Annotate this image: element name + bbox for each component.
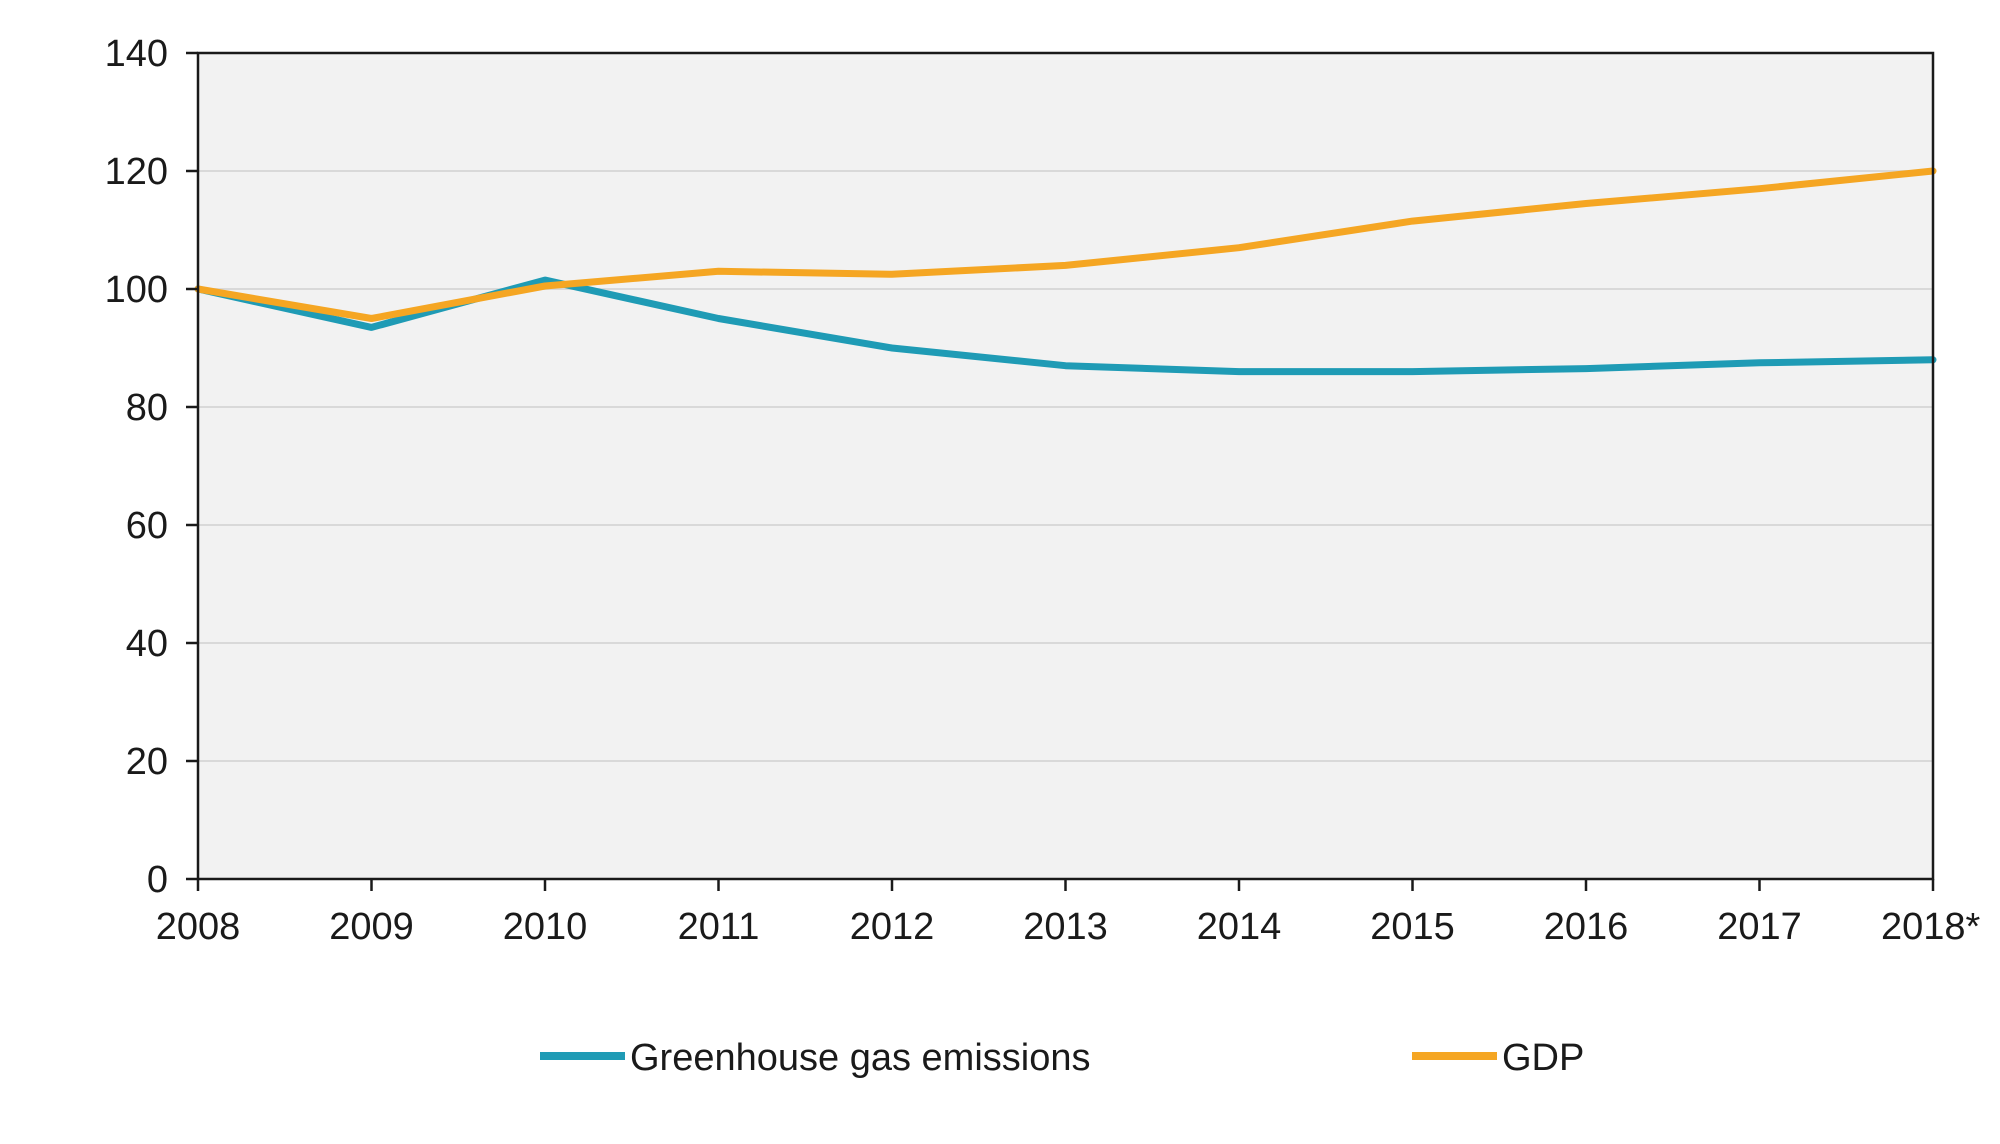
y-tick-labels: 0 20 40 60 80 100 120 140 — [105, 33, 168, 901]
gridlines — [198, 170, 1933, 762]
plot-area — [198, 53, 1933, 879]
y-tick-label: 60 — [126, 505, 168, 547]
y-tick-label: 0 — [147, 859, 168, 901]
x-tick-labels: 2008 2009 2010 2011 2012 2013 2014 2015 2016 2017… — [156, 906, 1981, 948]
x-tick-label: 2012 — [850, 906, 935, 948]
x-tick-label: 2009 — [329, 906, 414, 948]
y-tick-label: 120 — [105, 151, 168, 193]
legend: Greenhouse gas emissions GDP — [540, 1037, 1584, 1079]
x-tick-label: 2008 — [156, 906, 241, 948]
legend-label-greenhouse-gas-emissions: Greenhouse gas emissions — [630, 1037, 1090, 1079]
series-line-gdp — [194, 167, 1937, 322]
series-layer — [194, 167, 1937, 376]
x-tick-label: 2014 — [1197, 906, 1282, 948]
y-tick-label: 80 — [126, 387, 168, 429]
y-tick-label: 40 — [126, 623, 168, 665]
axes-layer — [186, 51, 1935, 891]
y-tick-label: 100 — [105, 269, 168, 311]
x-tick-label: 2015 — [1370, 906, 1455, 948]
x-tick-label: 2017 — [1717, 906, 1802, 948]
y-tick-label: 140 — [105, 33, 168, 75]
x-tick-label: 2010 — [503, 906, 588, 948]
x-tick-label: 2016 — [1544, 906, 1629, 948]
x-tick-label: 2018* — [1881, 906, 1981, 948]
y-tick-label: 20 — [126, 741, 168, 783]
legend-label-gdp: GDP — [1502, 1037, 1584, 1079]
x-tick-label: 2011 — [678, 906, 760, 948]
x-tick-label: 2013 — [1023, 906, 1108, 948]
